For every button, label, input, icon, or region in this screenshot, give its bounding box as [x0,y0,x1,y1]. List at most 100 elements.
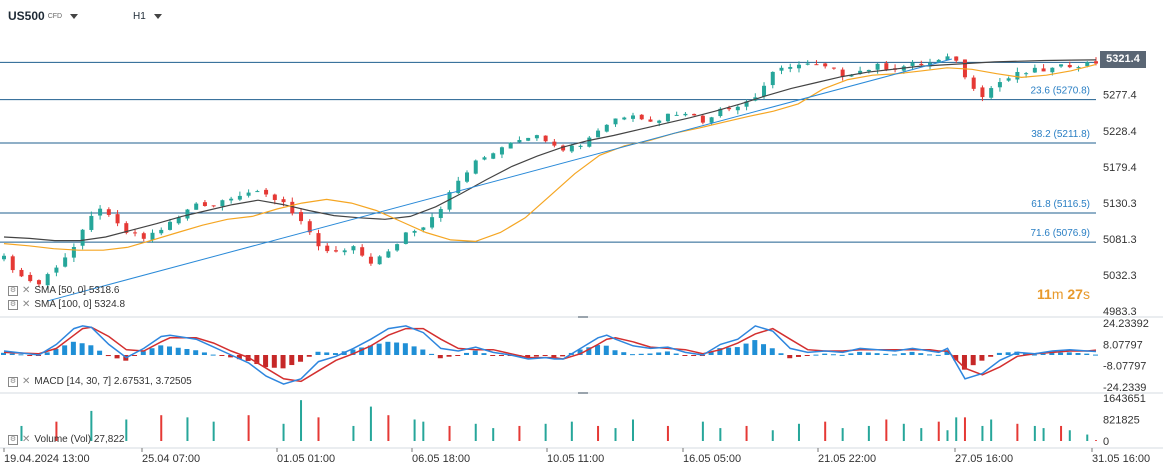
macd-histogram-bar [280,355,286,369]
volume-bar [186,417,189,441]
timeframe-selector[interactable]: H1 [133,6,162,26]
candle-body [805,63,810,65]
macd-histogram-bar [629,354,635,356]
close-icon[interactable]: ✕ [22,434,31,445]
macd-histogram-bar [708,351,714,355]
sma50-line [3,63,1097,251]
settings-icon[interactable]: ⚙ [8,299,18,310]
close-icon[interactable]: ✕ [22,299,31,310]
candle-body [831,67,836,69]
candle-body [1032,67,1037,73]
candle-body [403,232,408,244]
macd-histogram-bar [603,345,609,355]
volume-bar [701,421,704,441]
candle-body [368,256,373,264]
volume-bar [247,415,250,441]
macd-histogram-bar [1040,353,1046,355]
macd-histogram-bar [918,353,924,355]
candle-body [185,209,190,219]
candle-body [45,274,50,286]
volume-legend[interactable]: ⚙ ✕ Volume (Vol) 27,822 [8,434,124,445]
candle-body [674,114,679,116]
time-axis-label: 25.04 07:00 [142,453,200,465]
macd-histogram-bar [595,345,601,355]
macd-histogram-bar [769,348,775,355]
close-icon[interactable]: ✕ [22,285,31,296]
macd-histogram-bar [996,352,1002,355]
pane-resize-handle [578,316,588,318]
macd-histogram-bar [979,355,985,361]
macd-histogram-bar [560,355,566,357]
candle-body [167,221,172,230]
macd-histogram-bar [953,355,959,361]
macd-histogram-bar [988,355,994,357]
macd-histogram-bar [874,353,880,355]
macd-histogram-bar [1,352,6,355]
volume-bar [160,415,163,441]
candle-body [727,107,732,110]
macd-axis-tick: 24.23392 [1103,318,1149,330]
candle-body [19,269,24,277]
volume-bar [1095,440,1097,441]
sma100-legend[interactable]: ⚙ ✕ SMA [100, 0] 5324.8 [8,299,125,310]
settings-icon[interactable]: ⚙ [8,285,18,296]
sma50-legend[interactable]: ⚙ ✕ SMA [50, 0] 5318.6 [8,285,119,296]
macd-histogram-bar [455,355,461,356]
candle-body [176,217,181,224]
candle-body [499,147,504,155]
candle-body [936,59,941,63]
macd-histogram-bar [420,349,426,355]
macd-histogram-bar [18,354,24,356]
macd-histogram-bar [909,351,915,355]
macd-histogram-bar [472,350,478,355]
fib-level-label: 23.6 (5270.8) [1031,86,1091,97]
macd-histogram-bar [1023,353,1029,355]
sma100-label: SMA [100, 0] 5324.8 [34,299,126,310]
candle-body [1076,67,1081,69]
macd-histogram-bar [839,354,845,356]
candle-body [220,200,225,207]
macd-histogram-bar [27,355,33,356]
macd-histogram-bar [114,355,120,359]
macd-histogram-bar [219,355,225,356]
candle-body [517,139,522,143]
macd-histogram-bar [201,352,207,355]
volume-label: Volume (Vol) 27,822 [34,434,125,445]
volume-bar [387,415,390,441]
symbol-selector[interactable]: US500 CFD [8,6,79,26]
volume-bar [474,423,477,441]
macd-legend[interactable]: ⚙ ✕ MACD [14, 30, 7] 2.67531, 3.72505 [8,376,192,387]
candle-body [395,244,400,251]
settings-icon[interactable]: ⚙ [8,434,18,445]
candle-body [1024,73,1029,75]
candle-body [360,247,365,256]
macd-histogram-bar [105,355,111,357]
candle-body [796,64,801,69]
candle-body [106,209,111,215]
volume-axis-tick: 1643651 [1103,393,1146,405]
candle-body [71,247,76,258]
settings-icon[interactable]: ⚙ [8,376,18,387]
macd-histogram-bar [586,347,592,355]
candle-body [613,118,618,125]
volume-bar [448,425,451,441]
candle-body [202,202,207,207]
macd-histogram-bar [944,351,950,355]
macd-histogram-bar [140,351,146,355]
volume-bar [518,425,521,441]
countdown-minutes: 11 [1037,286,1052,302]
macd-histogram-bar [437,355,443,359]
macd-histogram-bar [551,355,557,358]
macd-histogram-bar [193,350,199,355]
candle-body [596,130,601,138]
volume-bar [125,419,128,441]
candle-body [1094,61,1098,64]
close-icon[interactable]: ✕ [22,376,31,387]
candle-body [945,56,950,61]
volume-bar [1042,428,1045,441]
candle-body [325,245,330,252]
volume-bar [955,417,958,441]
volume-bar [981,425,984,441]
macd-histogram-bar [533,355,539,357]
